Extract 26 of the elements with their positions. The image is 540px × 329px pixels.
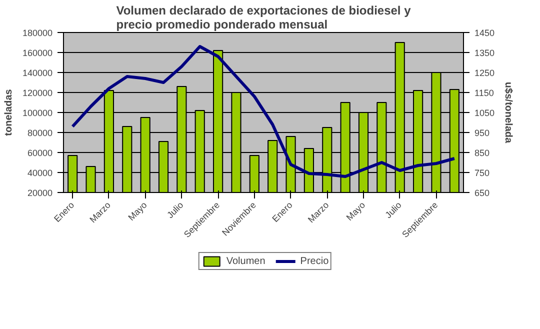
line-series xyxy=(71,45,456,178)
legend-label: Precio xyxy=(300,255,329,267)
y-axis-title: toneladas xyxy=(3,88,14,136)
y2-tick-label: 1450 xyxy=(474,28,495,38)
y-tick-label: 60000 xyxy=(27,148,53,158)
y2-tick-label: 650 xyxy=(474,188,490,198)
y-tick-label: 100000 xyxy=(22,108,53,118)
legend-label: Volumen xyxy=(226,255,266,267)
y2-tick-label: 1150 xyxy=(474,88,494,98)
y2-tick-label: 750 xyxy=(474,168,490,178)
y2-tick-label: 950 xyxy=(474,128,490,138)
y2-tick-label: 850 xyxy=(474,148,490,158)
x-tick-label: Julio xyxy=(165,200,186,220)
y2-tick-label: 1050 xyxy=(474,108,495,118)
chart-title: Volumen declarado de exportaciones de biodiesel y precio promedio ponderado mensual xyxy=(116,4,412,32)
y2-tick-label: 1350 xyxy=(474,48,495,58)
y2-tick-label: 1250 xyxy=(474,68,495,78)
y-tick-label: 20000 xyxy=(27,188,53,198)
y-tick-label: 180000 xyxy=(22,28,53,38)
y-tick-label: 80000 xyxy=(27,128,53,138)
y-tick-label: 140000 xyxy=(22,68,53,78)
y-tick-label: 120000 xyxy=(22,88,53,98)
x-tick-label: Julio xyxy=(383,200,404,220)
y-tick-label: 160000 xyxy=(22,48,53,58)
y2-axis-title: u$s/tonelada xyxy=(502,82,514,144)
y-tick-label: 40000 xyxy=(27,168,53,178)
